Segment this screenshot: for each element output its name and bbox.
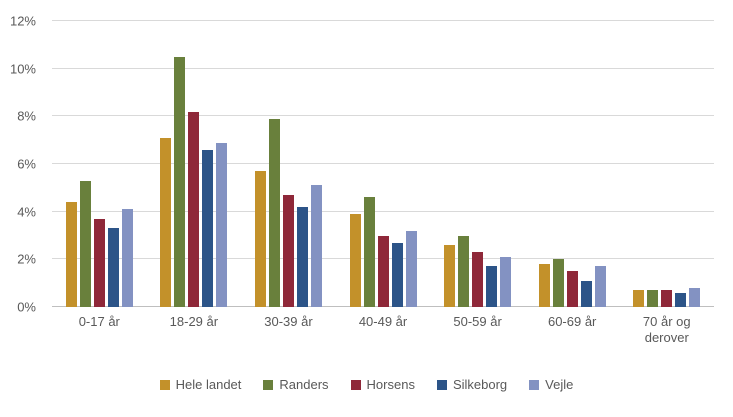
- legend-label: Silkeborg: [452, 377, 508, 392]
- legend-swatch-icon: [350, 379, 361, 390]
- bar-group-70-r-og-derover: [619, 21, 714, 307]
- bar-horsens: [282, 194, 294, 307]
- gridline: [52, 163, 714, 164]
- bar-horsens: [472, 252, 484, 307]
- gridline: [52, 67, 714, 69]
- bar-vejle: [500, 256, 512, 307]
- bar-silkeborg: [486, 266, 498, 307]
- y-tick-label: 10%: [9, 61, 36, 77]
- bar-vejle: [310, 185, 322, 307]
- bar-randers: [647, 290, 659, 307]
- y-tick-label: 2%: [17, 251, 36, 267]
- x-axis-label: 40-49 år: [358, 314, 408, 329]
- legend-swatch-icon: [436, 379, 447, 390]
- bar-randers: [79, 180, 91, 307]
- bar-group-60-69-r: [525, 21, 620, 307]
- legend-item-silkeborg: Silkeborg: [436, 377, 508, 392]
- bar-group-0-17-r: [52, 21, 147, 307]
- legend-swatch-icon: [529, 379, 540, 390]
- x-axis-label: 50-59 år: [453, 314, 502, 329]
- bar-vejle: [689, 287, 701, 307]
- legend-item-hele-landet: Hele landet: [159, 377, 242, 392]
- x-axis-label: 30-39 år: [264, 314, 313, 329]
- legend-label: Horsens: [366, 377, 415, 392]
- bar-randers: [268, 118, 280, 307]
- bar-vejle: [121, 209, 133, 307]
- y-axis: 0% 2% 4% 6% 8% 10% 12%: [0, 14, 44, 315]
- bar-randers: [174, 56, 186, 307]
- bar-hele-landet: [65, 202, 77, 307]
- bar-horsens: [566, 271, 578, 307]
- bar-randers: [363, 197, 375, 307]
- x-axis-label: 18-29 år: [169, 314, 219, 329]
- x-axis-label: 70 år og derover: [642, 314, 691, 345]
- bar-group-50-59-r: [430, 21, 525, 307]
- bar-group-18-29-r: [147, 21, 242, 307]
- gridline: [52, 210, 714, 212]
- bar-groups-container: [52, 21, 714, 307]
- gridline: [52, 20, 714, 21]
- bar-horsens: [377, 235, 389, 307]
- bar-silkeborg: [202, 149, 214, 307]
- y-tick-label: 6%: [17, 156, 36, 172]
- bar-hele-landet: [633, 290, 645, 307]
- bar-horsens: [93, 218, 105, 307]
- bar-hele-landet: [160, 137, 172, 307]
- bar-hele-landet: [349, 214, 361, 307]
- bar-horsens: [661, 290, 673, 307]
- bar-hele-landet: [538, 264, 550, 307]
- legend-label: Randers: [279, 377, 329, 392]
- legend-item-vejle: Vejle: [529, 377, 573, 392]
- bar-group-30-39-r: [241, 21, 336, 307]
- x-axis: 0-17 år 18-29 år 30-39 år 40-49 år 50-59 år 6…: [52, 314, 714, 345]
- legend-item-horsens: Horsens: [350, 377, 415, 392]
- legend: Hele landet Randers Horsens Silkeborg Vejle: [0, 377, 733, 392]
- bar-silkeborg: [675, 292, 687, 307]
- bar-hele-landet: [254, 171, 266, 307]
- x-axis-label: 60-69 år: [547, 314, 597, 329]
- bar-group-40-49-r: [336, 21, 431, 307]
- bar-silkeborg: [296, 206, 308, 307]
- bar-horsens: [188, 111, 200, 307]
- bar-silkeborg: [107, 228, 119, 307]
- legend-item-randers: Randers: [263, 377, 329, 392]
- y-tick-label: 4%: [17, 204, 36, 220]
- bar-silkeborg: [580, 280, 592, 307]
- y-tick-label: 8%: [17, 108, 36, 124]
- gridline: [52, 115, 714, 117]
- legend-label: Hele landet: [175, 377, 242, 392]
- bar-vejle: [405, 230, 417, 307]
- legend-label: Vejle: [545, 377, 574, 392]
- bar-vejle: [216, 142, 228, 307]
- bar-vejle: [594, 266, 606, 307]
- bar-hele-landet: [444, 245, 456, 307]
- plot-area: [52, 20, 714, 307]
- y-tick-label: 0%: [17, 299, 36, 315]
- legend-swatch-icon: [159, 379, 170, 390]
- y-tick-label: 12%: [9, 13, 36, 29]
- legend-swatch-icon: [263, 379, 274, 390]
- bar-randers: [458, 235, 470, 307]
- bar-randers: [552, 259, 564, 307]
- x-axis-label: 0-17 år: [78, 314, 120, 329]
- bar-silkeborg: [391, 242, 403, 307]
